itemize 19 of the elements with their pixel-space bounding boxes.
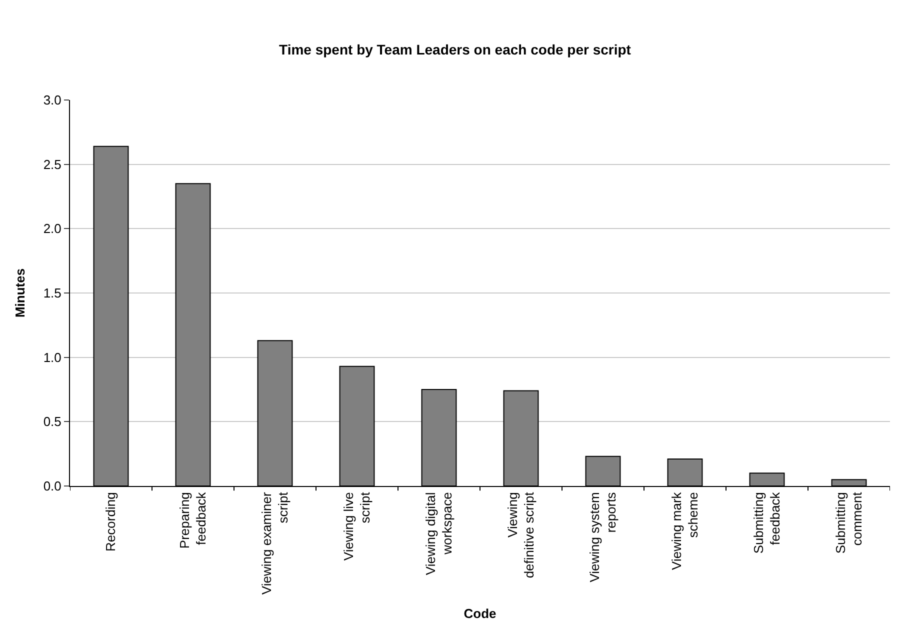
x-tick-label: Submitting feedback xyxy=(750,492,783,554)
x-tick-label: Viewing examiner script xyxy=(258,492,291,595)
y-axis-title: Minutes xyxy=(12,268,28,318)
x-tick-label: Recording xyxy=(103,492,118,552)
y-tick-label: 3.0 xyxy=(43,92,62,108)
x-tick-label: Viewing system reports xyxy=(586,492,619,582)
y-tick-label: 0.5 xyxy=(43,414,62,430)
x-tick-label: Viewing live script xyxy=(340,492,373,561)
y-tick-label: 1.5 xyxy=(43,286,62,301)
y-tick-label: 2.5 xyxy=(43,156,62,172)
chart-title: Time spent by Team Leaders on each code per script xyxy=(279,41,632,58)
x-tick-label: Viewing digital workspace xyxy=(422,492,455,576)
x-axis-title: Code xyxy=(464,606,496,622)
x-tick-label: Submitting comment xyxy=(832,492,865,554)
y-tick-label: 1.0 xyxy=(43,350,62,365)
x-tick-label: Viewing mark scheme xyxy=(668,492,701,570)
x-tick-label: Preparing feedback xyxy=(176,492,209,549)
y-tick-label: 0.0 xyxy=(43,478,62,494)
y-tick-label: 2.0 xyxy=(43,221,62,236)
